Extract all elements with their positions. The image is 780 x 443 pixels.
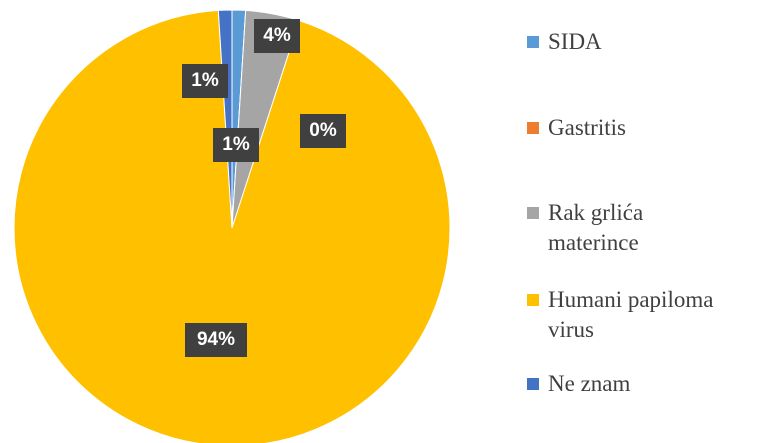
legend-item: Humani papiloma virus — [527, 285, 727, 345]
legend-label: SIDA — [548, 29, 602, 54]
data-label-box — [185, 323, 247, 357]
legend-label: Gastritis — [548, 115, 626, 140]
legend-swatch — [527, 207, 539, 219]
legend-swatch — [527, 36, 539, 48]
data-label-box — [300, 114, 346, 148]
legend-item: Rak grlića materince — [527, 198, 727, 258]
legend-item: SIDA — [527, 27, 727, 57]
data-label: 1% — [191, 70, 219, 91]
data-label: 4% — [263, 25, 291, 46]
legend-label: Humani papiloma virus — [548, 287, 714, 342]
legend-label: Rak grlića materince — [548, 200, 644, 255]
legend-swatch — [527, 378, 539, 390]
data-label: 1% — [222, 134, 250, 155]
legend-label: Ne znam — [548, 371, 631, 396]
legend-item: Ne znam — [527, 369, 727, 399]
legend-item: Gastritis — [527, 113, 727, 143]
data-label-box — [254, 19, 300, 53]
data-label-box — [213, 128, 259, 162]
data-label: 0% — [309, 120, 337, 141]
legend-swatch — [527, 122, 539, 134]
data-label-box — [182, 64, 228, 98]
legend-swatch — [527, 294, 539, 306]
data-label: 94% — [197, 329, 235, 350]
